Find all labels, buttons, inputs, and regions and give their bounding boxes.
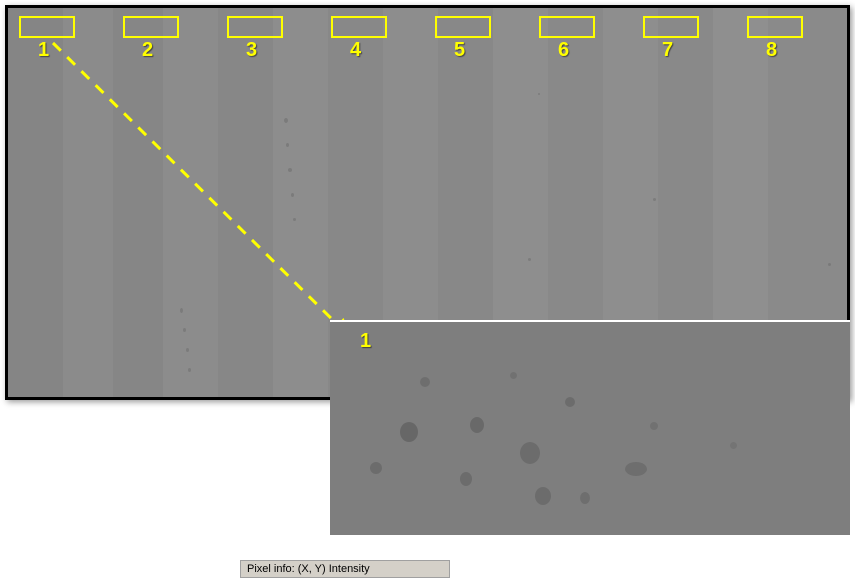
defect-speckle <box>528 258 531 261</box>
roi-box-7[interactable] <box>643 16 699 38</box>
defect-speckle <box>653 198 656 201</box>
defect-speckle <box>288 168 292 172</box>
roi-label-2: 2 <box>142 39 153 62</box>
pixel-info-bar: Pixel info: (X, Y) Intensity <box>240 560 450 578</box>
roi-box-5[interactable] <box>435 16 491 38</box>
roi-label-8: 8 <box>766 39 777 62</box>
inset-label: 1 <box>360 330 371 353</box>
bg-stripe <box>218 8 273 397</box>
roi-label-6: 6 <box>558 39 569 62</box>
bg-stripe <box>8 8 63 397</box>
inset-speckle <box>730 442 737 449</box>
defect-speckle <box>291 193 294 197</box>
figure-canvas: 1 1 2 3 4 5 6 7 8 Pixel info: (X, Y) Intensity <box>0 0 855 585</box>
roi-label-1: 1 <box>38 39 49 62</box>
defect-speckle <box>284 118 288 123</box>
roi-box-2[interactable] <box>123 16 179 38</box>
defect-speckle <box>188 368 191 372</box>
roi-label-7: 7 <box>662 39 673 62</box>
inset-speckle <box>650 422 658 430</box>
defect-speckle <box>286 143 289 147</box>
inset-speckle <box>370 462 382 474</box>
roi-box-3[interactable] <box>227 16 283 38</box>
bg-stripe <box>273 8 328 397</box>
roi-box-6[interactable] <box>539 16 595 38</box>
inset-speckle <box>470 417 484 433</box>
inset-speckle <box>460 472 472 486</box>
inset-speckle <box>520 442 540 464</box>
defect-speckle <box>828 263 831 266</box>
roi-box-4[interactable] <box>331 16 387 38</box>
defect-speckle <box>183 328 186 332</box>
defect-speckle <box>186 348 189 352</box>
inset-zoom-frame <box>330 320 850 535</box>
roi-label-5: 5 <box>454 39 465 62</box>
inset-speckle <box>535 487 551 505</box>
inset-speckle <box>565 397 575 407</box>
inset-speckle <box>580 492 590 504</box>
roi-label-4: 4 <box>350 39 361 62</box>
defect-speckle <box>180 308 183 313</box>
bg-stripe <box>113 8 163 397</box>
inset-speckle <box>625 462 647 476</box>
roi-label-3: 3 <box>246 39 257 62</box>
roi-box-1[interactable] <box>19 16 75 38</box>
roi-box-8[interactable] <box>747 16 803 38</box>
inset-speckle <box>420 377 430 387</box>
bg-stripe <box>163 8 218 397</box>
bg-stripe <box>63 8 113 397</box>
inset-speckle <box>400 422 418 442</box>
defect-speckle <box>293 218 296 221</box>
defect-speckle <box>538 93 540 95</box>
inset-speckle <box>510 372 517 379</box>
